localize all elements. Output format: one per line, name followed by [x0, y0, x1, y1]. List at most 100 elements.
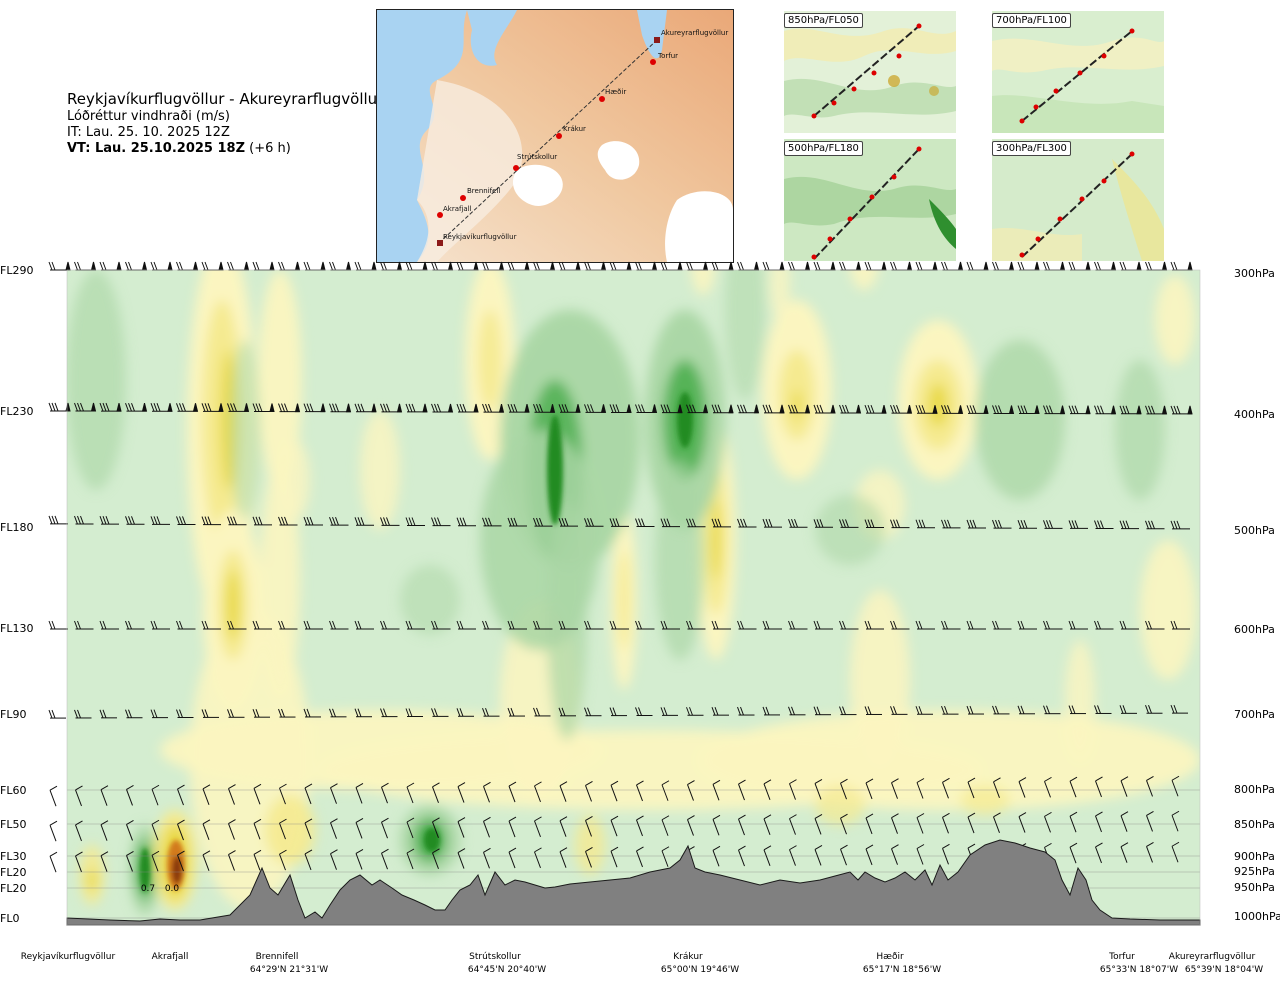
velocity-contour	[400, 565, 460, 635]
velocity-contour	[424, 828, 440, 852]
wind-barb	[942, 812, 950, 834]
velocity-contour	[87, 868, 97, 892]
wind-barb	[762, 518, 782, 528]
wind-barb	[48, 515, 68, 525]
wind-barb	[125, 402, 148, 412]
wind-barb	[354, 620, 374, 630]
wind-barb	[456, 261, 479, 271]
wind-barb	[227, 709, 245, 718]
wind-barb	[1170, 620, 1190, 630]
wind-barb	[48, 620, 68, 630]
wind-barb	[150, 709, 168, 719]
wind-barb	[201, 709, 219, 718]
wind-barb	[1043, 620, 1063, 630]
wind-barb	[49, 785, 58, 807]
wind-barb	[380, 620, 400, 630]
pressure-level-label: 900hPa	[1234, 850, 1275, 863]
velocity-contour	[1065, 640, 1095, 760]
wind-barb	[355, 818, 364, 839]
wind-barb	[228, 850, 236, 871]
wind-barb	[661, 815, 670, 836]
wind-barb	[864, 519, 884, 529]
wind-barb	[686, 620, 706, 630]
wind-barb	[303, 620, 323, 630]
thumbnail-300hpa[interactable]: 300hPa/FL300	[992, 139, 1164, 261]
wind-barb	[814, 844, 823, 866]
wind-barb	[354, 708, 372, 718]
wind-barb	[99, 709, 117, 719]
wind-barb	[457, 848, 466, 869]
location-name: Torfur	[1108, 952, 1135, 962]
wind-barb	[406, 817, 415, 839]
wind-barb	[74, 402, 97, 412]
pressure-level-label: 1000hPa	[1234, 910, 1280, 923]
wind-barb	[100, 820, 109, 841]
wind-barb	[252, 261, 275, 271]
wind-barb	[1119, 261, 1142, 271]
wind-barb	[329, 261, 352, 271]
wind-barb	[534, 781, 542, 803]
velocity-contour	[172, 856, 182, 884]
wind-barb	[941, 261, 964, 271]
wind-barb	[150, 261, 173, 271]
wind-barb	[1094, 261, 1117, 271]
wind-barb	[406, 782, 415, 804]
wind-barb	[125, 620, 145, 630]
wind-barb	[1017, 520, 1037, 529]
thumbnail-500hpa[interactable]: 500hPa/FL180	[784, 139, 956, 261]
pressure-level-label: 950hPa	[1234, 881, 1275, 894]
thumbnail-label: 850hPa/FL050	[784, 13, 863, 28]
wind-barb	[558, 404, 581, 413]
thumbnail-700hpa[interactable]: 700hPa/FL100	[992, 11, 1164, 133]
wind-barb	[813, 519, 833, 528]
wind-barb	[380, 708, 398, 718]
wind-barb	[840, 844, 848, 866]
wind-barb	[48, 709, 66, 719]
velocity-contour	[711, 500, 721, 580]
wind-barb	[609, 518, 629, 527]
wind-barb	[1171, 775, 1180, 797]
wind-barb	[1017, 405, 1040, 415]
wind-barb	[75, 820, 83, 842]
wind-barb	[635, 404, 658, 414]
thumbnail-850hpa[interactable]: 850hPa/FL050	[784, 11, 956, 133]
wind-barb	[303, 261, 326, 271]
pressure-axis: 300hPa 400hPa 500hPa 600hPa 700hPa 800hPa 850h…	[1234, 267, 1280, 923]
location-coordinates: 65°17'N 18°56'W	[863, 965, 941, 975]
wind-barb	[992, 261, 1015, 271]
velocity-contour	[1140, 540, 1196, 680]
svg-text:Torfur: Torfur	[657, 52, 678, 60]
wind-barb	[1069, 776, 1078, 798]
velocity-contour	[850, 590, 910, 770]
wind-barb	[762, 404, 785, 414]
wind-barb	[966, 405, 989, 414]
wind-barb	[456, 620, 476, 630]
wind-barb	[1018, 812, 1027, 833]
variable-label: Lóðréttur vindhraði (m/s)	[67, 109, 230, 124]
wind-barb	[1145, 405, 1168, 415]
wind-barb	[789, 845, 797, 866]
wind-barb	[585, 846, 593, 868]
wind-barb	[839, 519, 859, 528]
wind-barb	[992, 405, 1015, 414]
wind-barb	[405, 403, 428, 413]
terrain-profile	[66, 839, 1201, 926]
wind-barb	[738, 845, 746, 867]
svg-text:Krákur: Krákur	[563, 125, 586, 133]
wind-barb	[456, 403, 479, 413]
wind-barb	[915, 706, 933, 715]
wind-barb	[405, 620, 425, 630]
route-title: Reykjavíkurflugvöllur - Akureyrarflugvöl…	[67, 90, 384, 108]
wind-barb	[74, 261, 97, 271]
wind-barb	[1095, 811, 1103, 833]
wind-barb	[1119, 620, 1139, 630]
location-name: Strútskollur	[469, 952, 521, 962]
wind-barb	[789, 779, 797, 800]
wind-barb	[1043, 261, 1066, 271]
velocity-contour	[226, 570, 240, 640]
wind-barb	[941, 705, 959, 715]
wind-barb	[737, 404, 760, 414]
wind-barb	[1068, 261, 1091, 271]
velocity-contour	[260, 460, 300, 700]
wind-barb	[125, 709, 143, 719]
